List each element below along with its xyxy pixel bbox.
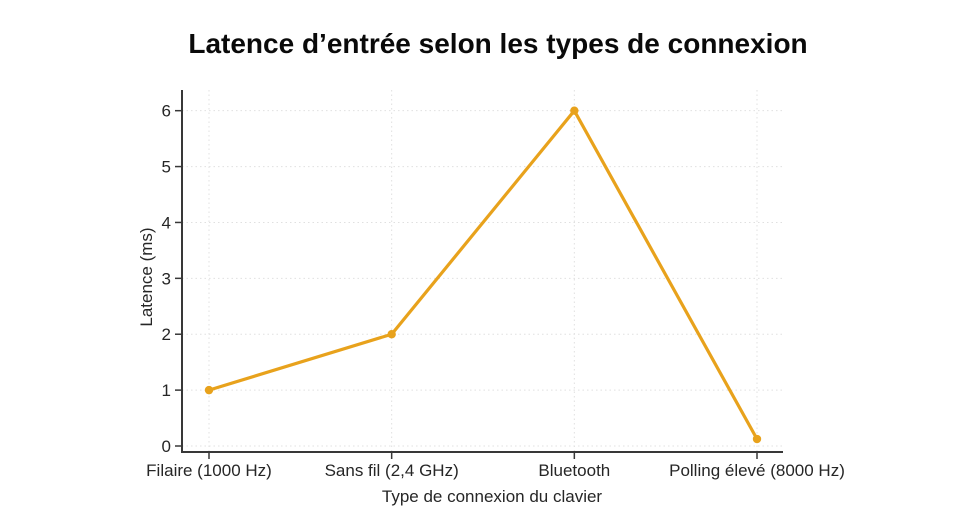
y-tick-label: 5 — [162, 158, 171, 177]
x-tick-label: Sans fil (2,4 GHz) — [325, 461, 459, 480]
y-tick-label: 3 — [162, 269, 171, 288]
y-tick-label: 1 — [162, 381, 171, 400]
y-tick-label: 6 — [162, 102, 171, 121]
y-tick-label: 0 — [162, 437, 171, 456]
x-tick-label: Polling élevé (8000 Hz) — [669, 461, 845, 480]
x-tick-label: Bluetooth — [538, 461, 610, 480]
chart-title: Latence d’entrée selon les types de conn… — [188, 28, 808, 59]
x-axis-label: Type de connexion du clavier — [381, 487, 603, 506]
y-tick-label: 2 — [162, 325, 171, 344]
data-point — [204, 385, 214, 395]
data-point — [387, 330, 396, 339]
x-tick-label: Filaire (1000 Hz) — [146, 461, 272, 480]
series-line — [207, 109, 759, 441]
y-tick-label: 4 — [162, 213, 171, 232]
data-point — [570, 106, 579, 115]
data-point — [752, 434, 762, 444]
